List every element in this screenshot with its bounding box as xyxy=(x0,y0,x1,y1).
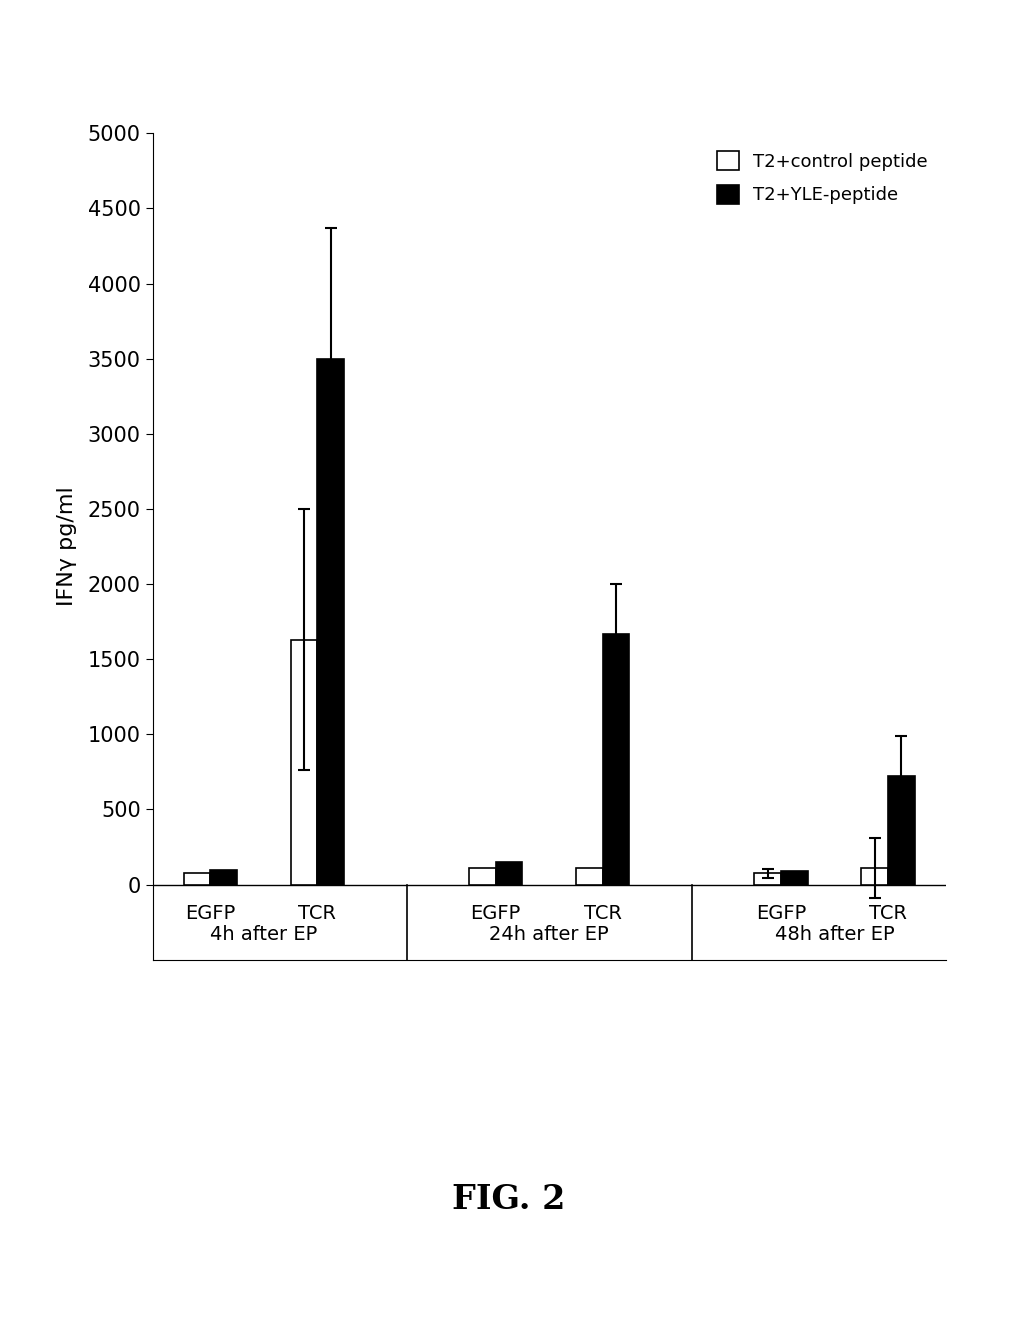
Bar xyxy=(861,868,888,885)
Text: TCR: TCR xyxy=(869,904,907,924)
Text: TCR: TCR xyxy=(298,904,337,924)
Y-axis label: IFNγ pg/ml: IFNγ pg/ml xyxy=(57,487,76,607)
Text: EGFP: EGFP xyxy=(471,904,521,924)
Text: 4h after EP: 4h after EP xyxy=(211,925,317,944)
Bar xyxy=(755,873,781,885)
Bar xyxy=(469,868,495,885)
Text: 48h after EP: 48h after EP xyxy=(775,925,894,944)
Bar xyxy=(184,873,211,885)
Text: EGFP: EGFP xyxy=(185,904,236,924)
Bar xyxy=(576,868,603,885)
Bar xyxy=(291,640,317,885)
Text: EGFP: EGFP xyxy=(756,904,806,924)
Bar xyxy=(781,870,807,885)
Bar xyxy=(495,862,523,885)
Bar xyxy=(888,776,914,885)
Bar xyxy=(317,359,344,885)
Text: FIG. 2: FIG. 2 xyxy=(452,1184,565,1216)
Text: TCR: TCR xyxy=(584,904,621,924)
Legend: T2+control peptide, T2+YLE-peptide: T2+control peptide, T2+YLE-peptide xyxy=(708,143,937,213)
Bar xyxy=(603,633,630,885)
Bar xyxy=(211,869,237,885)
Text: 24h after EP: 24h after EP xyxy=(489,925,609,944)
